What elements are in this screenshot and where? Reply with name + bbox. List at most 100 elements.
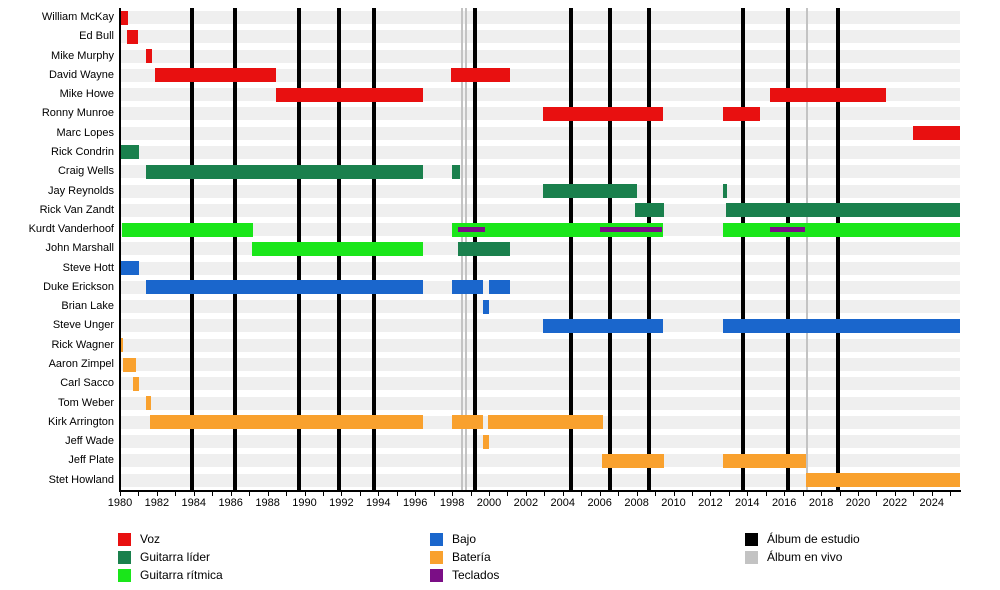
x-axis-label: 2012 <box>698 497 723 509</box>
member-bar-ritmica <box>722 222 961 237</box>
x-axis-tick <box>544 492 546 496</box>
x-axis-label: 1992 <box>329 497 354 509</box>
member-name-label: Stet Howland <box>48 473 114 486</box>
x-axis-tick <box>286 492 288 496</box>
x-axis-tick <box>396 492 398 496</box>
member-name-label: Brian Lake <box>61 300 114 313</box>
member-bar-ritmica <box>452 222 663 237</box>
x-axis-tick <box>470 492 472 496</box>
row-band <box>119 300 960 314</box>
x-axis-tick <box>710 492 712 496</box>
studio-album-line <box>786 8 790 490</box>
member-bar-voz <box>543 106 663 121</box>
x-axis-tick <box>581 492 583 496</box>
member-bar-bajo <box>452 280 484 295</box>
legend-item: Teclados <box>430 569 650 583</box>
x-axis-tick <box>249 492 251 496</box>
x-axis-label: 2008 <box>624 497 649 509</box>
member-bar-lider <box>458 241 511 256</box>
member-bar-bajo <box>120 261 139 276</box>
member-bar-bajo <box>489 280 511 295</box>
member-name-label: Rick Wagner <box>51 338 114 351</box>
legend-swatch-voz <box>118 533 131 546</box>
x-axis-label: 2002 <box>513 497 539 509</box>
member-bar-voz <box>769 87 887 102</box>
x-axis-tick <box>839 492 841 496</box>
row-band <box>119 107 960 121</box>
member-name-label: Mike Howe <box>59 88 114 101</box>
x-axis-label: 1986 <box>218 497 243 509</box>
x-axis-tick <box>120 492 121 496</box>
x-axis-tick <box>415 492 417 496</box>
x-axis-tick <box>562 492 564 496</box>
legend-swatch-bajo <box>430 533 443 546</box>
row-band <box>119 49 960 63</box>
member-overlay-bar-teclados <box>600 227 663 233</box>
member-name-label: Aaron Zimpel <box>48 358 114 371</box>
x-axis-tick <box>784 492 786 496</box>
legend-label: Álbum en vivo <box>767 550 843 564</box>
x-axis-label: 2016 <box>771 497 797 509</box>
row-band <box>119 30 960 44</box>
x-axis-label: 2020 <box>845 497 871 509</box>
member-bar-lider <box>722 184 727 199</box>
x-axis-tick <box>655 492 657 496</box>
member-bar-ritmica <box>252 241 423 256</box>
member-bar-bateria <box>120 338 123 353</box>
legend-swatch-lider <box>118 551 131 564</box>
legend-swatch-studio_album <box>745 533 758 546</box>
legend-item: Álbum en vivo <box>745 551 965 565</box>
x-axis-label: 2024 <box>919 497 945 509</box>
member-name-label: Jeff Wade <box>65 435 114 448</box>
member-bar-voz <box>120 10 128 25</box>
legend-label: Voz <box>140 532 161 546</box>
member-bar-voz <box>155 68 277 83</box>
member-name-label: William McKay <box>41 11 114 23</box>
x-axis-tick <box>599 492 601 496</box>
y-axis-line <box>118 8 121 490</box>
member-name-label: David Wayne <box>48 68 114 81</box>
member-name-label: Carl Sacco <box>60 377 114 390</box>
x-axis-label: 2000 <box>476 497 502 509</box>
x-axis-label: 2022 <box>882 497 908 509</box>
x-axis-tick <box>673 492 675 496</box>
x-axis-tick <box>802 492 804 496</box>
member-bar-bateria <box>722 453 806 468</box>
member-bar-bajo <box>722 318 961 333</box>
row-band <box>119 396 960 410</box>
member-bar-bateria <box>146 396 151 411</box>
x-axis-tick <box>452 492 454 496</box>
member-bar-voz <box>146 49 152 64</box>
legend-label: Teclados <box>452 568 500 582</box>
x-axis-tick <box>322 492 324 496</box>
member-bar-bateria <box>122 357 137 372</box>
member-bar-lider <box>120 145 139 160</box>
member-name-label: Steve Hott <box>62 261 114 274</box>
x-axis-tick <box>156 492 158 496</box>
x-axis-tick <box>212 492 214 496</box>
legend-item: Álbum de estudio <box>745 533 965 547</box>
legend-label: Álbum de estudio <box>767 532 860 546</box>
member-bar-bateria <box>483 434 489 449</box>
x-axis-label: 2006 <box>587 497 612 509</box>
member-overlay-bar-teclados <box>458 227 485 233</box>
x-axis-label: 1984 <box>181 497 207 509</box>
member-name-label: Craig Wells <box>57 165 114 178</box>
x-axis-tick <box>267 492 269 496</box>
legend-label: Guitarra líder <box>140 550 211 564</box>
x-axis-tick <box>433 492 435 496</box>
member-bar-bajo <box>146 280 423 295</box>
legend: Voz Guitarra líder Guitarra rítmica Bajo Bat… <box>0 525 1000 590</box>
legend-item: Guitarra líder <box>118 551 338 565</box>
member-name-label: Kirk Arrington <box>47 415 114 428</box>
member-bar-bateria <box>488 415 603 430</box>
x-axis-tick <box>489 492 490 496</box>
legend-label: Batería <box>452 550 491 564</box>
x-axis-label: 1988 <box>255 497 280 509</box>
studio-album-line <box>836 8 840 490</box>
row-band <box>119 473 960 487</box>
studio-album-line <box>608 8 612 490</box>
member-bar-voz <box>127 29 139 44</box>
member-bar-bajo <box>483 299 489 314</box>
member-bar-voz <box>276 87 423 102</box>
